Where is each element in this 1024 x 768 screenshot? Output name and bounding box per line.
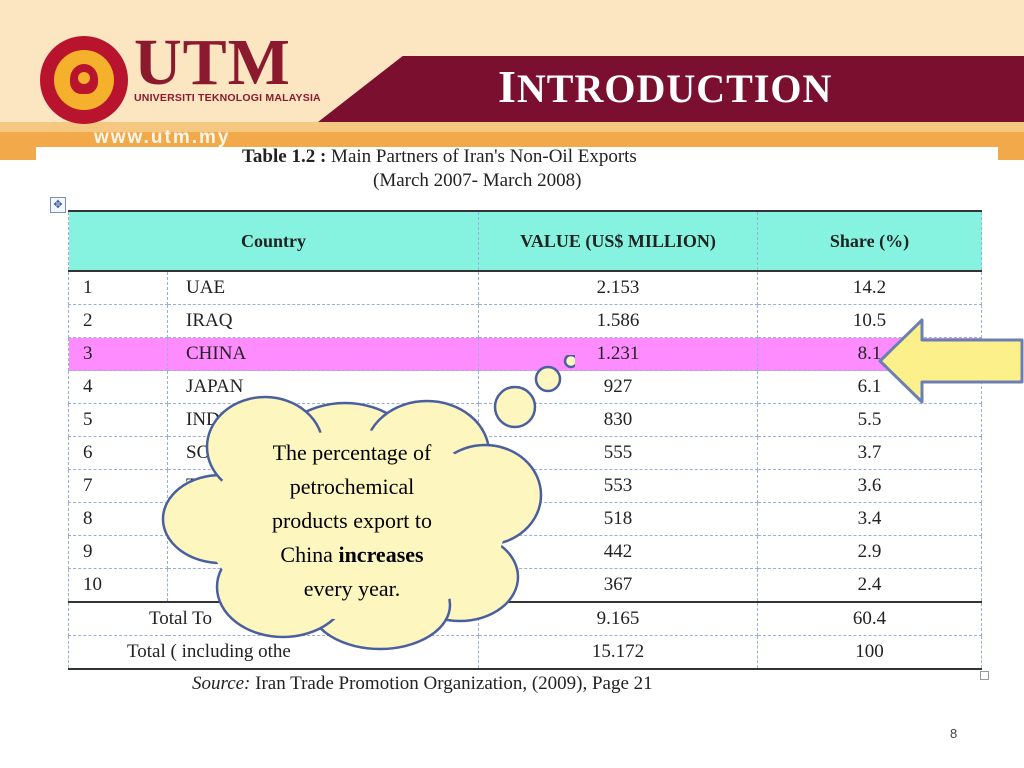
row-share: 2.9 <box>757 535 982 569</box>
row-share: 6.1 <box>757 370 982 404</box>
table-grand-total-row: Total ( including othe 15.172 100 <box>68 635 982 670</box>
brand-subtitle: UNIVERSITI TEKNOLOGI MALAYSIA <box>134 92 321 104</box>
row-number: 10 <box>68 568 168 603</box>
row-number: 6 <box>68 436 168 470</box>
row-number: 2 <box>68 304 168 338</box>
column-header-country: Country <box>68 210 479 272</box>
thought-cloud <box>161 355 575 651</box>
row-share: 10.5 <box>757 304 982 338</box>
row-share: 2.4 <box>757 568 982 603</box>
row-value: 2.153 <box>478 270 758 305</box>
cloud-line-4: China increases <box>280 542 424 567</box>
table-resize-handle[interactable] <box>980 671 989 680</box>
cloud-line-3: products export to <box>271 508 433 533</box>
table-title: Table 1.2 : Main Partners of Iran's Non-… <box>242 146 637 167</box>
header-strip-highlight <box>0 122 1024 132</box>
cloud-line-5: every year. <box>303 576 401 601</box>
row-number: 9 <box>68 535 168 569</box>
cloud-trail-dot-medium <box>534 365 562 393</box>
cloud-line-1: The percentage of <box>272 440 432 465</box>
row-share: 3.7 <box>757 436 982 470</box>
row-country: CHINA <box>167 337 479 371</box>
table-source: Source: Iran Trade Promotion Organizatio… <box>192 673 653 694</box>
table-row: 1 UAE 2.153 14.2 <box>68 270 982 305</box>
row-number: 7 <box>68 469 168 503</box>
row-share: 5.5 <box>757 403 982 437</box>
row-number: 1 <box>68 270 168 305</box>
row-value: 927 <box>478 370 758 404</box>
row-country: JAPAN <box>167 370 479 404</box>
table-move-handle-icon[interactable]: ✥ <box>50 197 66 213</box>
table-subtitle: (March 2007- March 2008) <box>373 170 582 191</box>
title-band <box>318 56 1024 122</box>
row-share: 14.2 <box>757 270 982 305</box>
row-number: 3 <box>68 337 168 371</box>
total-share: 100 <box>757 635 982 670</box>
cloud-line-2: petrochemical <box>289 474 415 499</box>
cloud-text: The percentage of petrochemical products… <box>232 436 472 606</box>
total-value: 15.172 <box>478 635 758 670</box>
table-row: 2 IRAQ 1.586 10.5 <box>68 304 982 338</box>
website-url: www.utm.my <box>94 127 231 148</box>
column-header-share: Share (%) <box>757 210 982 272</box>
cloud-trail-dot-small <box>563 355 575 369</box>
row-country: UAE <box>167 270 479 305</box>
table-row: 4 JAPAN 927 6.1 <box>68 370 982 404</box>
brand-name: UTM <box>134 26 291 99</box>
slide-title: INTRODUCTION <box>498 61 833 112</box>
total-label: Total ( including othe <box>68 635 479 670</box>
row-value: 442 <box>478 535 758 569</box>
row-country: IRAQ <box>167 304 479 338</box>
page-number: 8 <box>950 726 958 741</box>
cloud-trail-dot-large <box>493 385 537 429</box>
row-number: 8 <box>68 502 168 536</box>
row-number: 4 <box>68 370 168 404</box>
table-header-row: Country VALUE (US$ MILLION) Share (%) <box>68 210 982 272</box>
total-top-share: 60.4 <box>757 601 982 636</box>
row-value: 1.586 <box>478 304 758 338</box>
row-share: 3.4 <box>757 502 982 536</box>
row-share: 3.6 <box>757 469 982 503</box>
row-value: 1.231 <box>478 337 758 371</box>
logo-seal-center <box>78 72 90 84</box>
left-arrow-icon <box>878 318 1024 404</box>
column-header-value: VALUE (US$ MILLION) <box>478 210 758 272</box>
row-number: 5 <box>68 403 168 437</box>
